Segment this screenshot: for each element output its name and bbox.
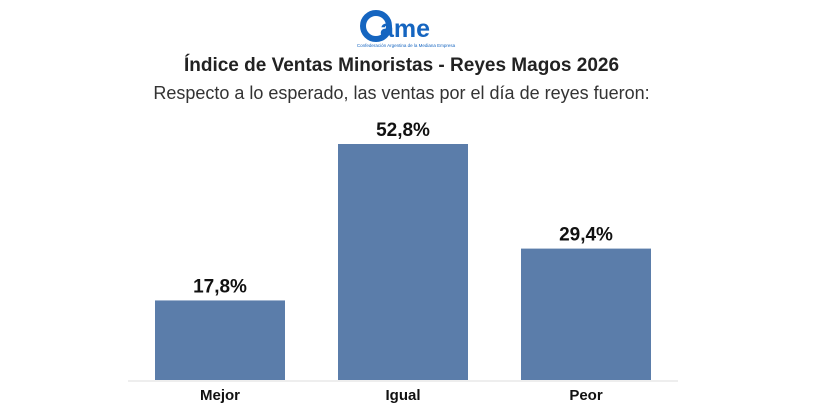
data-label: 29,4%	[559, 225, 613, 246]
category-label: Igual	[385, 387, 420, 404]
bar-mejor	[155, 300, 285, 380]
came-logo: ame Confederación Argentina de la Median…	[356, 10, 456, 50]
svg-text:ame: ame	[380, 15, 430, 43]
data-label: 52,8%	[376, 120, 430, 141]
chart-title: Índice de Ventas Minoristas - Reyes Mago…	[183, 55, 620, 76]
chart-subtitle: Respecto a lo esperado, las ventas por e…	[153, 83, 650, 103]
bar-igual	[338, 144, 468, 380]
data-label: 17,8%	[193, 276, 247, 297]
bar-peor	[521, 248, 651, 380]
category-label: Peor	[569, 387, 603, 404]
svg-text:Confederación Argentina de la: Confederación Argentina de la Mediana Em…	[357, 43, 456, 48]
category-label: Mejor	[200, 387, 240, 404]
